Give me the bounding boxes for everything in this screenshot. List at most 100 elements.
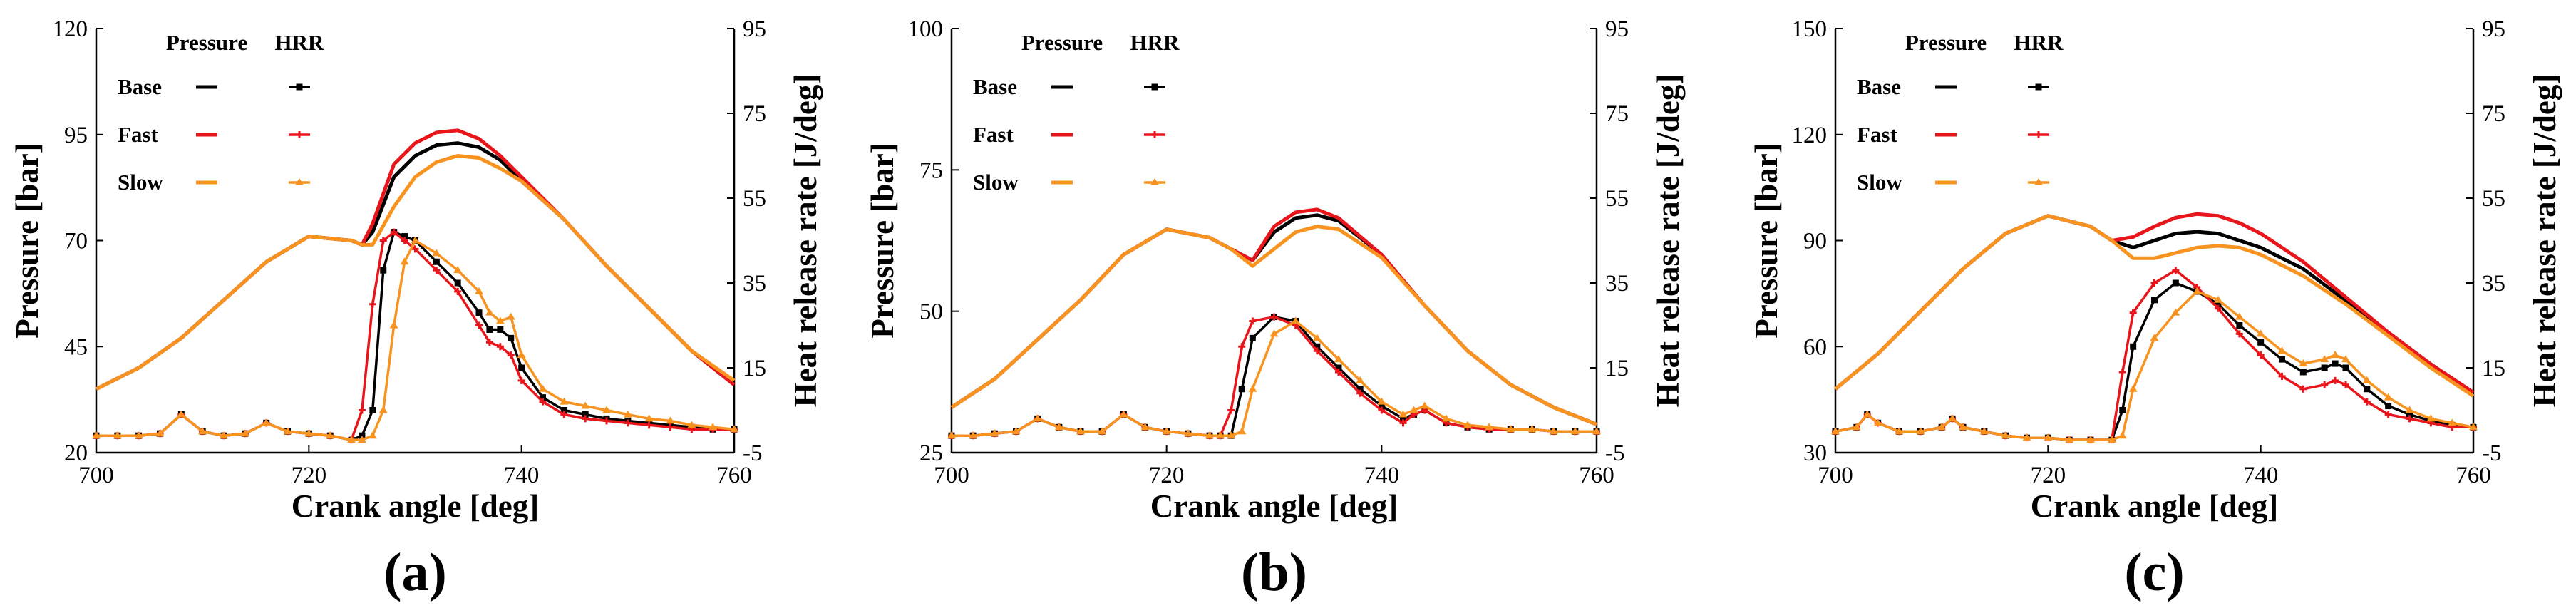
- x-tick-label: 720: [1149, 463, 1185, 488]
- data-point-hrr-base: [2299, 369, 2307, 376]
- data-point-hrr-slow: [1420, 401, 1429, 409]
- data-point-hrr-base: [582, 411, 589, 418]
- data-point-hrr-fast: [475, 321, 483, 329]
- data-point-hrr-base: [2321, 364, 2328, 371]
- data-point-hrr-fast: [1378, 406, 1386, 414]
- data-point-hrr-slow: [1895, 427, 1904, 435]
- data-point-hrr-fast: [507, 351, 515, 359]
- series-line-hrr-base: [1835, 282, 2474, 441]
- legend: Pressure HRR Base Fast Slow: [1857, 30, 2064, 195]
- data-point-hrr-slow: [1863, 410, 1872, 418]
- y2-tick-label: 35: [1605, 271, 1629, 297]
- y2-axis-title: Heat release rate [J/deg]: [1650, 74, 1686, 408]
- legend-header-hrr: HRR: [2014, 30, 2064, 55]
- legend-label-base: Base: [973, 74, 1017, 99]
- data-point-hrr-slow: [1852, 423, 1861, 431]
- data-point-hrr-slow: [1227, 431, 1236, 439]
- data-point-hrr-slow: [240, 429, 249, 437]
- y2-tick-label: -5: [1605, 441, 1625, 466]
- y-tick-label: 50: [919, 299, 943, 325]
- data-point-hrr-base: [475, 309, 483, 316]
- y2-tick-label: 35: [743, 271, 766, 297]
- series-line-hrr-slow: [1835, 290, 2474, 441]
- legend-marker-hrr: [296, 131, 303, 138]
- data-point-hrr-fast: [369, 300, 376, 308]
- data-point-hrr-slow: [560, 397, 569, 405]
- data-point-hrr-fast: [2172, 267, 2180, 274]
- legend-marker-hrr: [296, 83, 303, 91]
- data-point-hrr-slow: [389, 321, 398, 329]
- data-point-hrr-slow: [2320, 355, 2329, 363]
- series-line-pressure-slow: [95, 154, 736, 391]
- legend-marker-hrr: [2034, 178, 2043, 185]
- y-axis-title: Pressure [bar]: [865, 143, 900, 339]
- y2-axis-title: Heat release rate [J/deg]: [2527, 74, 2562, 408]
- data-point-hrr-base: [1356, 386, 1364, 393]
- data-point-hrr-slow: [1948, 414, 1957, 422]
- data-point-hrr-fast: [1399, 419, 1407, 427]
- data-point-hrr-fast: [560, 411, 568, 418]
- data-point-hrr-base: [518, 364, 525, 371]
- data-point-hrr-slow: [2086, 436, 2095, 443]
- data-point-hrr-base: [2385, 403, 2392, 410]
- data-point-hrr-base: [1335, 364, 1342, 371]
- data-point-hrr-slow: [1356, 376, 1365, 383]
- data-point-hrr-slow: [538, 384, 547, 392]
- y2-tick-label: 95: [743, 16, 766, 42]
- chart-panel-1: 700 720 740 760 20 45 70 95 120 -5 15 35 55 75 95 Crank…: [9, 16, 823, 602]
- data-point-hrr-slow: [92, 431, 101, 439]
- data-point-hrr-fast: [2342, 381, 2349, 388]
- series-line-pressure-slow: [950, 225, 1597, 426]
- data-point-hrr-base: [2332, 360, 2339, 367]
- data-point-hrr-slow: [1979, 427, 1989, 435]
- data-point-hrr-slow: [1216, 431, 1225, 439]
- data-point-hrr-base: [2257, 339, 2265, 346]
- panel-label: (b): [1241, 542, 1307, 602]
- data-point-hrr-slow: [581, 401, 590, 409]
- data-point-hrr-slow: [2044, 433, 2053, 441]
- data-point-hrr-slow: [623, 410, 632, 418]
- data-point-hrr-fast: [2150, 279, 2158, 287]
- data-point-hrr-fast: [433, 267, 441, 274]
- data-point-hrr-base: [433, 258, 440, 265]
- panel-label: (c): [2124, 542, 2184, 602]
- legend: Pressure HRR Base Fast Slow: [973, 30, 1180, 195]
- y-tick-label: 75: [919, 158, 943, 183]
- data-point-hrr-slow: [495, 316, 505, 324]
- data-point-hrr-slow: [326, 431, 335, 439]
- series-line-hrr-slow: [96, 239, 735, 441]
- y2-tick-label: 75: [743, 101, 766, 127]
- y2-tick-label: 75: [1605, 101, 1629, 127]
- legend: Pressure HRR Base Fast Slow: [118, 30, 324, 195]
- data-point-hrr-slow: [378, 406, 388, 413]
- data-point-hrr-slow: [400, 257, 409, 265]
- legend-label-fast: Fast: [973, 122, 1014, 147]
- data-point-hrr-slow: [1098, 427, 1107, 435]
- data-point-hrr-slow: [1119, 410, 1128, 418]
- legend-label-slow: Slow: [118, 170, 163, 195]
- data-point-hrr-base: [1400, 415, 1406, 422]
- legend-marker-hrr: [2035, 83, 2042, 91]
- y-tick-label: 70: [64, 229, 88, 254]
- data-point-hrr-fast: [496, 343, 504, 351]
- legend-header-pressure: Pressure: [1021, 30, 1103, 55]
- data-point-hrr-slow: [666, 416, 675, 424]
- series-line-hrr-base: [96, 230, 734, 441]
- data-point-hrr-slow: [155, 429, 165, 437]
- data-point-hrr-slow: [1140, 423, 1150, 431]
- data-point-hrr-fast: [2299, 385, 2307, 393]
- data-point-hrr-slow: [1162, 427, 1171, 435]
- data-point-hrr-slow: [1011, 427, 1021, 435]
- data-point-hrr-slow: [506, 312, 515, 320]
- y-tick-label: 120: [1792, 123, 1828, 148]
- data-point-hrr-fast: [2332, 376, 2339, 384]
- data-point-hrr-fast: [1356, 389, 1364, 397]
- y-axis-title: Pressure [bar]: [1748, 143, 1784, 339]
- y-tick-label: 150: [1792, 16, 1828, 42]
- data-point-hrr-base: [2342, 364, 2349, 371]
- data-point-hrr-slow: [2469, 423, 2478, 431]
- y2-tick-label: 35: [2482, 271, 2505, 297]
- x-tick-label: 760: [1579, 463, 1614, 488]
- data-point-hrr-fast: [2406, 415, 2413, 423]
- data-point-hrr-fast: [2384, 411, 2392, 418]
